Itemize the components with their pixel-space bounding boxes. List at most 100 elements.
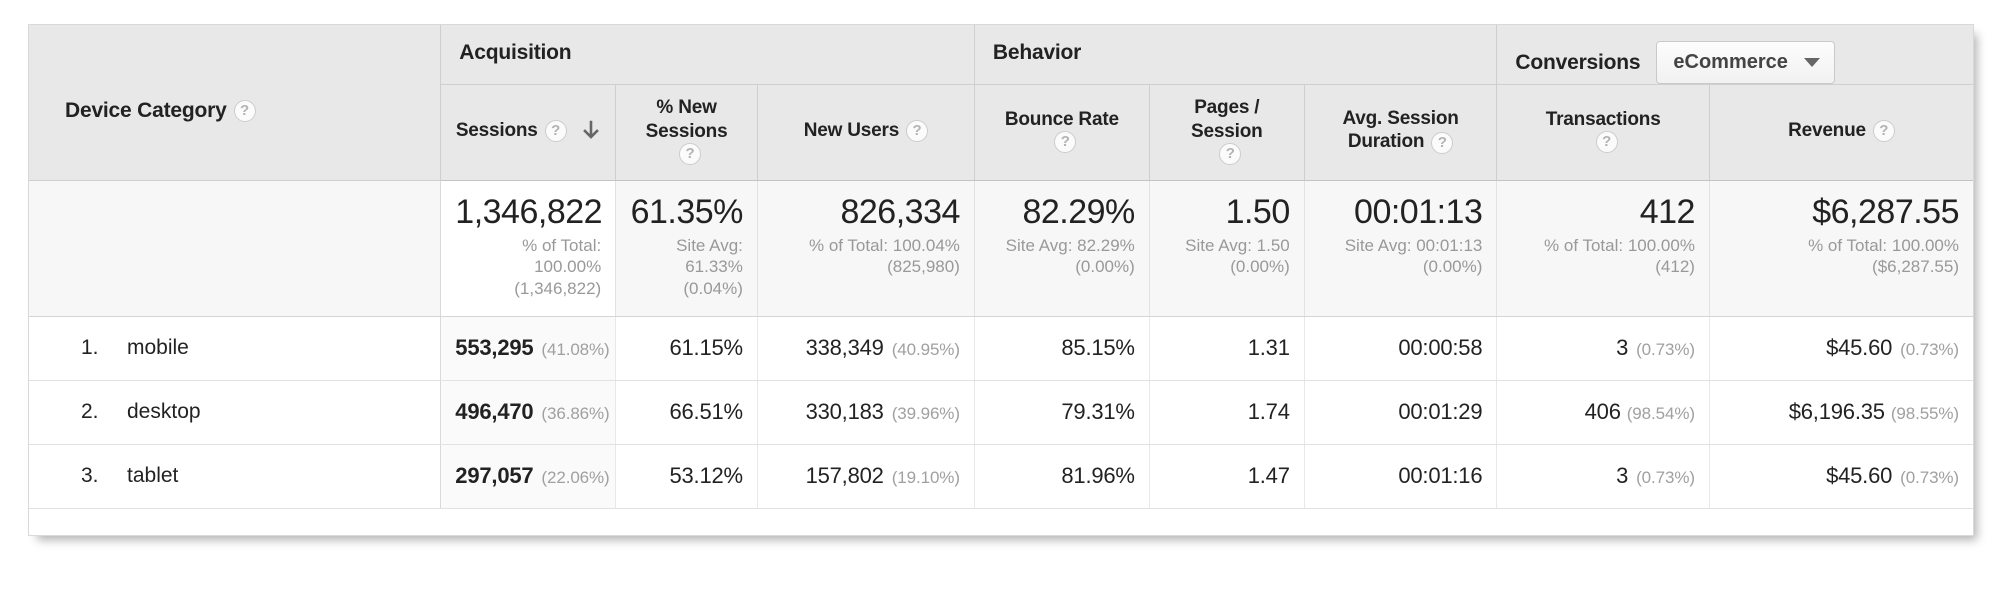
conversions-goal-select[interactable]: eCommerce [1656,41,1835,84]
group-header-behavior-label: Behavior [992,41,1082,64]
cell-avg-session-duration-value: 00:01:16 [1398,463,1483,489]
column-header-avg-session-duration[interactable]: Avg. Session Duration? [1304,84,1498,181]
totals-cell-pages-session: 1.50 Site Avg: 1.50 (0.00%) [1149,180,1305,317]
help-circle-icon[interactable]: ? [679,142,702,165]
cell-new-users: 338,349 (40.95%) [757,316,975,381]
totals-cell-transactions: 412 % of Total: 100.00% (412) [1496,180,1710,317]
help-circle-icon[interactable]: ? [1431,131,1454,154]
cell-revenue: $45.60 (0.73%) [1709,316,1973,381]
row-dimension-cell: 1. mobile [29,316,442,381]
totals-cell-bounce-rate: 82.29% Site Avg: 82.29% (0.00%) [974,180,1150,317]
column-header-transactions[interactable]: Transactions? [1496,84,1710,181]
help-circle-icon[interactable]: ? [233,99,256,122]
totals-cell-pct-new-sessions: 61.35% Site Avg: 61.33% (0.04%) [615,180,758,317]
column-header-new-users[interactable]: New Users? [757,84,975,181]
table-row[interactable]: 2. desktop 496,470 (36.86%) 66.51% 330,183… [29,380,1973,445]
cell-transactions-value: 3 [1616,335,1629,361]
row-index: 3. [81,464,99,488]
cell-transactions-pct: (98.54%) [1626,404,1695,424]
group-header-acquisition: Acquisition [440,25,975,85]
totals-cell-new-users: 826,334 % of Total: 100.04% (825,980) [757,180,975,317]
help-circle-icon[interactable]: ? [1595,131,1618,154]
cell-new-users: 330,183 (39.96%) [757,380,975,445]
cell-pct-new-sessions-value: 66.51% [669,399,743,425]
column-header-bounce-rate-label: Bounce Rate [1004,108,1119,130]
column-header-sessions[interactable]: Sessions? [440,84,617,181]
column-header-revenue[interactable]: Revenue? [1709,84,1973,181]
column-header-pct-new-sessions[interactable]: % New Sessions? [615,84,758,181]
cell-new-users-pct: (19.10%) [891,468,960,488]
cell-pct-new-sessions: 53.12% [615,444,758,509]
help-circle-icon[interactable]: ? [1219,142,1242,165]
cell-pct-new-sessions: 61.15% [615,316,758,381]
help-circle-icon[interactable]: ? [1872,120,1895,143]
row-dimension-cell: 3. tablet [29,444,442,509]
cell-sessions-value: 496,470 [455,399,534,425]
dimension-header-cell[interactable]: Device Category? [29,25,442,181]
cell-pages-session-value: 1.47 [1247,463,1290,489]
sort-descending-arrow-icon[interactable] [581,120,601,142]
column-header-avg-session-duration-label: Avg. Session Duration [1342,108,1459,153]
totals-cell-sessions: 1,346,822 % of Total: 100.00% (1,346,822… [440,180,617,317]
cell-sessions-pct: (41.08%) [541,340,610,360]
cell-new-users-value: 330,183 [805,399,884,425]
column-header-revenue-label: Revenue [1788,119,1866,141]
totals-bounce-rate-sub: Site Avg: 82.29% (0.00%) [1005,235,1135,277]
cell-transactions: 3 (0.73%) [1496,444,1710,509]
dimension-header-label: Device Category [65,98,227,122]
totals-revenue-sub: % of Total: 100.00% ($6,287.55) [1808,235,1959,277]
totals-cell-avg-session-duration: 00:01:13 Site Avg: 00:01:13 (0.00%) [1304,180,1498,317]
cell-new-users-value: 157,802 [805,463,884,489]
column-header-transactions-label: Transactions [1545,108,1661,130]
row-index: 1. [81,336,99,360]
help-circle-icon[interactable]: ? [906,120,929,143]
cell-avg-session-duration-value: 00:00:58 [1398,335,1483,361]
row-dimension-name[interactable]: mobile [127,336,189,360]
column-header-pages-session[interactable]: Pages / Session? [1149,84,1305,181]
cell-transactions-value: 3 [1616,463,1629,489]
row-dimension-cell: 2. desktop [29,380,442,445]
cell-revenue-pct: (98.55%) [1890,404,1959,424]
cell-bounce-rate: 79.31% [974,380,1150,445]
group-header-conversions-label: Conversions [1515,50,1641,74]
totals-pct-new-sessions-value: 61.35% [630,193,744,231]
cell-pct-new-sessions-value: 53.12% [669,463,743,489]
column-header-bounce-rate[interactable]: Bounce Rate? [974,84,1150,181]
cell-bounce-rate-value: 79.31% [1061,399,1135,425]
cell-revenue-value: $45.60 [1826,463,1893,489]
cell-pages-session: 1.47 [1149,444,1305,509]
column-header-pages-session-label: Pages / Session [1191,97,1263,142]
analytics-data-table: Device Category? Acquisition Behavior Co… [29,25,1973,509]
cell-revenue-value: $6,196.35 [1788,399,1885,425]
cell-sessions: 297,057 (22.06%) [440,444,617,509]
cell-pct-new-sessions-value: 61.15% [669,335,743,361]
cell-transactions-pct: (0.73%) [1636,340,1695,360]
cell-revenue-value: $45.60 [1826,335,1893,361]
cell-pages-session-value: 1.74 [1247,399,1290,425]
table-row[interactable]: 1. mobile 553,295 (41.08%) 61.15% 338,349 (… [29,316,1973,381]
row-dimension-name[interactable]: tablet [127,464,179,488]
table-row[interactable]: 3. tablet 297,057 (22.06%) 53.12% 157,802 (… [29,444,1973,509]
device-category-report-table: Device Category? Acquisition Behavior Co… [28,24,1974,536]
help-circle-icon[interactable]: ? [1054,131,1077,154]
totals-revenue-value: $6,287.55 [1812,193,1959,231]
row-dimension-name[interactable]: desktop [127,400,201,424]
cell-sessions-pct: (36.86%) [541,404,610,424]
totals-cell-revenue: $6,287.55 % of Total: 100.00% ($6,287.55… [1709,180,1973,317]
cell-bounce-rate-value: 81.96% [1061,463,1135,489]
totals-avg-session-duration-value: 00:01:13 [1354,193,1483,231]
totals-sessions-value: 1,346,822 [455,193,603,231]
chevron-down-icon [1803,58,1820,68]
cell-avg-session-duration: 00:01:16 [1304,444,1498,509]
totals-pages-session-value: 1.50 [1225,193,1291,231]
row-index: 2. [81,400,99,424]
cell-new-users-pct: (39.96%) [891,404,960,424]
totals-bounce-rate-value: 82.29% [1022,193,1135,231]
cell-revenue-pct: (0.73%) [1900,340,1959,360]
help-circle-icon[interactable]: ? [544,120,567,143]
table-group-header-row: Device Category? Acquisition Behavior Co… [29,25,1973,181]
totals-new-users-sub: % of Total: 100.04% (825,980) [808,235,960,277]
cell-bounce-rate: 81.96% [974,444,1150,509]
cell-new-users: 157,802 (19.10%) [757,444,975,509]
